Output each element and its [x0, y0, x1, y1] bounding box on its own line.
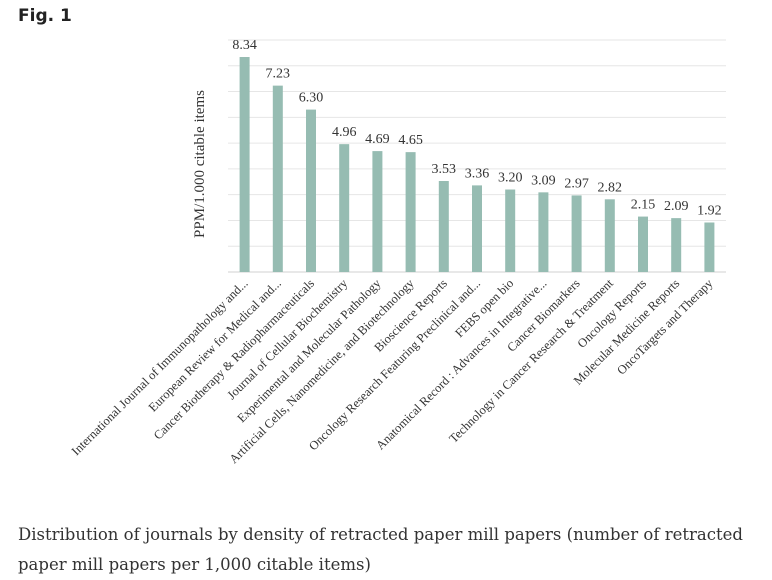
bar	[405, 152, 416, 272]
bar	[339, 144, 350, 272]
bar	[505, 189, 516, 272]
bar	[638, 216, 648, 272]
value-label: 2.15	[631, 198, 656, 213]
value-label: 2.82	[598, 180, 623, 195]
value-label: 2.09	[664, 199, 689, 214]
bar	[306, 109, 316, 272]
bar	[704, 222, 715, 272]
bar	[438, 181, 449, 272]
value-label: 8.34	[232, 38, 257, 53]
value-label: 3.36	[465, 166, 490, 181]
bar	[538, 192, 549, 272]
bar	[239, 57, 250, 272]
figure-caption: Distribution of journals by density of r…	[18, 525, 743, 574]
value-label: 2.97	[564, 176, 589, 191]
value-label: 4.96	[332, 125, 357, 140]
bar	[604, 199, 615, 272]
bar	[372, 151, 383, 272]
bar-chart: 8.34 7.23 6.30 4.96 4.69 4.65 3.53 3.36 3.20 3.09…	[69, 38, 726, 467]
value-label: 1.92	[697, 204, 722, 219]
bar	[272, 85, 283, 272]
value-label: 3.53	[432, 162, 457, 177]
value-label: 3.20	[498, 171, 523, 186]
y-axis-label: PPM/1.000 citable items	[192, 90, 208, 238]
value-label: 3.09	[531, 173, 556, 188]
bars	[239, 57, 715, 272]
bar	[571, 195, 582, 272]
value-label: 4.65	[398, 133, 423, 148]
value-label: 7.23	[266, 67, 291, 82]
bar	[472, 185, 482, 272]
bar	[671, 218, 682, 272]
value-label: 6.30	[299, 91, 324, 106]
value-labels: 8.34 7.23 6.30 4.96 4.69 4.65 3.53 3.36 3.20 3.09…	[232, 38, 721, 218]
value-label: 4.69	[365, 132, 390, 147]
category-tick-labels: International Journal of Immunopathology…	[69, 276, 716, 467]
figure-label: Fig. 1	[18, 6, 72, 26]
